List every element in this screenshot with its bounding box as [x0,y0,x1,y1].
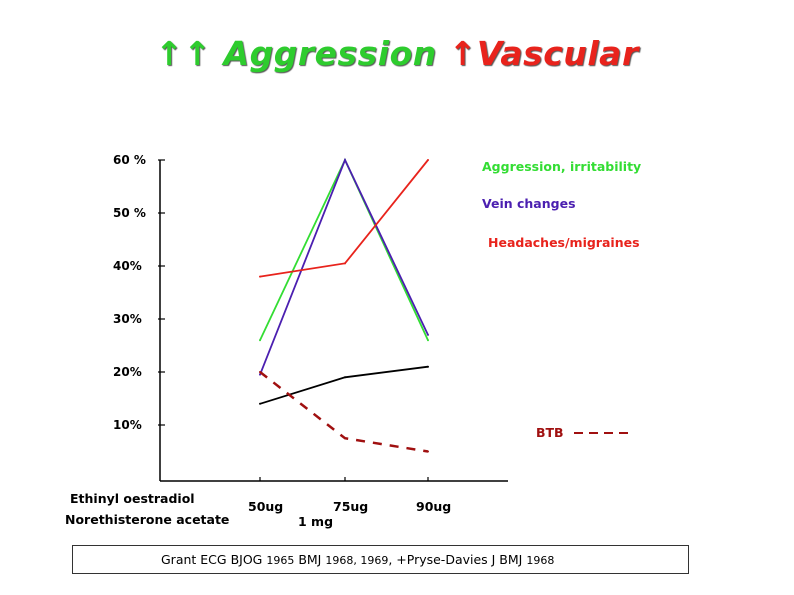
up-arrow-icon-green: ↑↑ [155,34,212,73]
data-point-headaches-migraines [427,159,429,161]
y-tick-label: 20% [113,365,142,379]
data-point-aggression-irritability [259,339,261,342]
citation-part1: Grant ECG BJOG [161,552,267,567]
citation-year1: 1965 [266,554,295,567]
data-point-btb [259,371,261,373]
x-tick-label-75ug: 75ug [333,499,368,514]
data-point-baseline [427,365,429,368]
series-line-baseline [259,365,429,405]
legend-btb: BTB [536,425,564,440]
x-tick-label-50ug: 50ug [248,499,283,514]
title-aggression: Aggression [223,34,437,73]
row-label-norethisterone-acetate: Norethisterone acetate [65,512,229,527]
citation-year3: 1968 [526,554,555,567]
legend-aggression-irritability: Aggression, irritability [482,159,641,174]
data-point-baseline [259,402,261,405]
data-point-btb [344,437,346,440]
legend-vein-changes: Vein changes [482,196,576,211]
data-point-headaches-migraines [344,262,346,265]
data-point-baseline [344,376,346,379]
data-point-headaches-migraines [259,275,261,278]
citation-part2: BMJ [294,552,326,567]
y-tick-label: 40% [113,259,142,273]
data-point-btb [427,450,429,453]
data-point-vein-changes [259,373,261,376]
citation-part3: , +Pryse-Davies J BMJ [388,552,527,567]
dose-response-chart: 60 % 50 % 40% 30% 20% 10% 50ug 75ug 90ug Aggres… [65,153,641,529]
slide-title: ↑↑ Aggression ↑Vascular [0,34,794,73]
row-label-ethinyl-oestradiol: Ethinyl oestradiol [70,491,195,506]
legend-headaches-migraines: Headaches/migraines [488,235,640,250]
citation-years2: 1968, 1969 [325,554,389,567]
data-point-vein-changes [427,333,429,336]
norethisterone-dose-label: 1 mg [298,514,333,529]
x-tick-label-90ug: 90ug [416,499,451,514]
y-tick-label: 60 % [113,153,146,167]
y-tick-label: 10% [113,418,142,432]
data-point-aggression-irritability [427,339,429,342]
y-tick-label: 50 % [113,206,146,220]
y-tick-label: 30% [113,312,142,326]
up-arrow-icon-red: ↑ [448,34,477,73]
series-line-headaches-migraines [259,159,429,278]
series-line-btb [259,371,429,453]
citation-box: Grant ECG BJOG 1965 BMJ 1968, 1969, +Pry… [72,545,689,574]
data-point-vein-changes [344,159,346,161]
title-vascular: Vascular [476,34,639,73]
